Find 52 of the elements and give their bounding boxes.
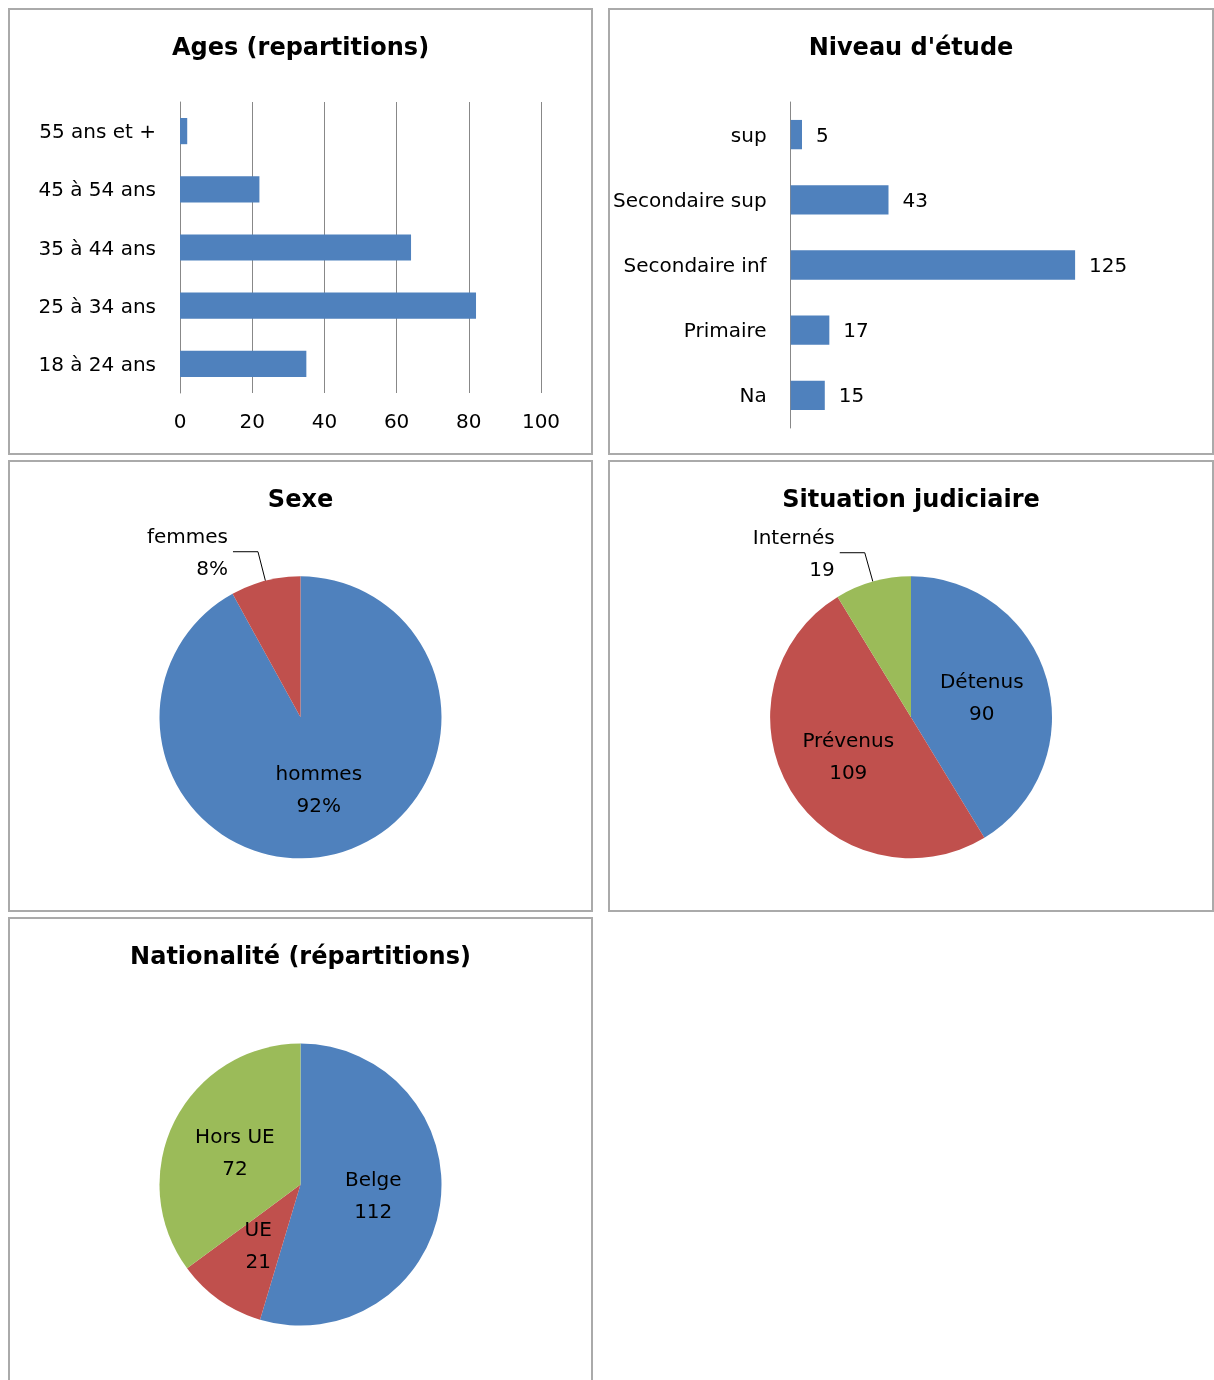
y-tick-label: sup	[730, 122, 767, 147]
bar	[790, 315, 830, 345]
data-label: 8%	[196, 555, 228, 580]
slice-label: hommes	[275, 760, 363, 785]
bar	[180, 118, 188, 145]
bar	[180, 234, 412, 261]
slice-label: Détenus	[939, 669, 1024, 694]
slice-label: Internés	[752, 524, 835, 549]
chart-title: Niveau d'étude	[808, 33, 1014, 61]
data-label: 112	[354, 1199, 393, 1224]
data-label: 92%	[296, 792, 342, 817]
y-tick-label: 18 à 24 ans	[38, 351, 156, 376]
slice-label: Hors UE	[195, 1123, 275, 1148]
x-tick-label: 100	[521, 409, 561, 433]
slice-label: femmes	[146, 523, 228, 548]
bar	[180, 292, 477, 319]
y-tick-label: Secondaire sup	[613, 187, 767, 212]
data-label: 19	[809, 556, 835, 581]
data-label: 90	[969, 701, 995, 726]
y-tick-label: Secondaire inf	[623, 253, 768, 277]
x-tick-label: 20	[239, 409, 265, 433]
y-tick-label: Primaire	[683, 318, 767, 343]
bar	[790, 380, 825, 411]
bar	[180, 176, 260, 203]
chart-title: Nationalité (répartitions)	[130, 942, 471, 970]
bar	[180, 350, 307, 377]
data-label: 109	[829, 759, 868, 784]
y-tick-label: 45 à 54 ans	[38, 177, 156, 202]
data-label: 72	[222, 1155, 248, 1180]
bar	[790, 250, 1076, 280]
x-tick-label: 40	[311, 409, 338, 433]
x-tick-label: 0	[173, 409, 187, 433]
data-label: 15	[838, 383, 865, 408]
y-tick-label: 25 à 34 ans	[38, 293, 156, 318]
y-tick-label: 35 à 44 ans	[38, 235, 156, 260]
bar	[790, 185, 889, 215]
data-label: 21	[245, 1248, 271, 1273]
chart-title: Sexe	[267, 485, 334, 513]
data-label: 125	[1089, 253, 1128, 277]
y-tick-label: 55 ans et +	[39, 119, 156, 144]
slice-label: UE	[244, 1216, 272, 1241]
data-label: 5	[816, 122, 829, 147]
slice-label: Belge	[344, 1167, 402, 1192]
x-tick-label: 60	[383, 409, 410, 433]
x-tick-label: 80	[456, 409, 482, 433]
y-tick-label: Na	[739, 383, 767, 408]
data-label: 17	[843, 318, 869, 343]
slice-label: Prévenus	[802, 727, 895, 752]
chart-title: Situation judiciaire	[782, 485, 1040, 513]
chart-title: Ages (repartitions)	[171, 33, 430, 61]
bar	[790, 119, 803, 150]
data-label: 43	[902, 187, 928, 212]
